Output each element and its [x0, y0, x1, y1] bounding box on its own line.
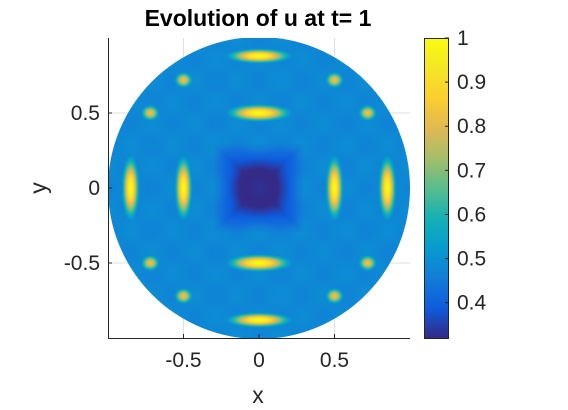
colorbar-tick-label: 0.9 — [457, 71, 486, 94]
colorbar-tick-label: 0.6 — [457, 203, 486, 226]
x-tick-label: 0.5 — [320, 349, 349, 372]
x-tick-label: -0.5 — [165, 349, 201, 372]
y-tick-label: -0.5 — [64, 252, 100, 275]
colorbar-tick-label: 0.8 — [457, 115, 486, 138]
chart-title: Evolution of u at t= 1 — [145, 5, 372, 31]
colorbar: 0.4 0.5 0.6 0.7 0.8 0.9 1 — [424, 27, 487, 339]
colorbar-tick-label: 1 — [457, 27, 469, 50]
axes-frame — [108, 38, 410, 339]
plot-area: -0.5 0 0.5 -0.5 0 0.5 — [64, 38, 410, 372]
colorbar-tick-label: 0.7 — [457, 159, 486, 182]
y-axis-label: y — [25, 182, 51, 194]
heatmap-surface — [108, 38, 410, 338]
colorbar-tick-label: 0.4 — [457, 292, 487, 315]
colorbar-tick-label: 0.5 — [457, 248, 486, 271]
colorbar-frame — [424, 38, 449, 339]
colorbar-ticks: 0.4 0.5 0.6 0.7 0.8 0.9 1 — [445, 27, 487, 315]
y-tick-label: 0.5 — [71, 102, 100, 125]
y-tick-label: 0 — [88, 177, 100, 200]
x-axis-ticks: -0.5 0 0.5 — [165, 334, 349, 372]
x-axis-label: x — [252, 382, 264, 408]
x-tick-label: 0 — [253, 349, 265, 372]
colorbar-gradient — [424, 38, 449, 338]
y-axis-ticks: -0.5 0 0.5 — [64, 102, 112, 275]
